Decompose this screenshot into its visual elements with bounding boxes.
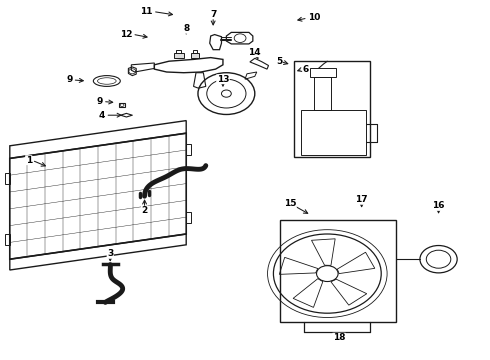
- Text: 13: 13: [217, 75, 229, 84]
- Text: 8: 8: [183, 24, 189, 33]
- Text: 16: 16: [432, 202, 445, 210]
- Text: 9: 9: [97, 97, 103, 106]
- Text: 10: 10: [308, 13, 320, 22]
- Text: 5: 5: [276, 57, 282, 66]
- Text: 7: 7: [210, 10, 217, 19]
- Text: 6: 6: [303, 65, 309, 74]
- Text: 17: 17: [355, 195, 368, 204]
- Text: 1: 1: [25, 156, 32, 165]
- Text: 2: 2: [142, 206, 147, 215]
- Polygon shape: [191, 53, 199, 58]
- Polygon shape: [174, 53, 184, 58]
- Text: 3: 3: [107, 249, 113, 258]
- Text: 15: 15: [284, 199, 296, 208]
- Text: 4: 4: [99, 111, 105, 120]
- Text: 11: 11: [140, 7, 153, 16]
- Text: 12: 12: [120, 30, 132, 39]
- Text: 9: 9: [66, 76, 73, 85]
- Text: 14: 14: [248, 48, 261, 57]
- Text: 18: 18: [333, 333, 345, 342]
